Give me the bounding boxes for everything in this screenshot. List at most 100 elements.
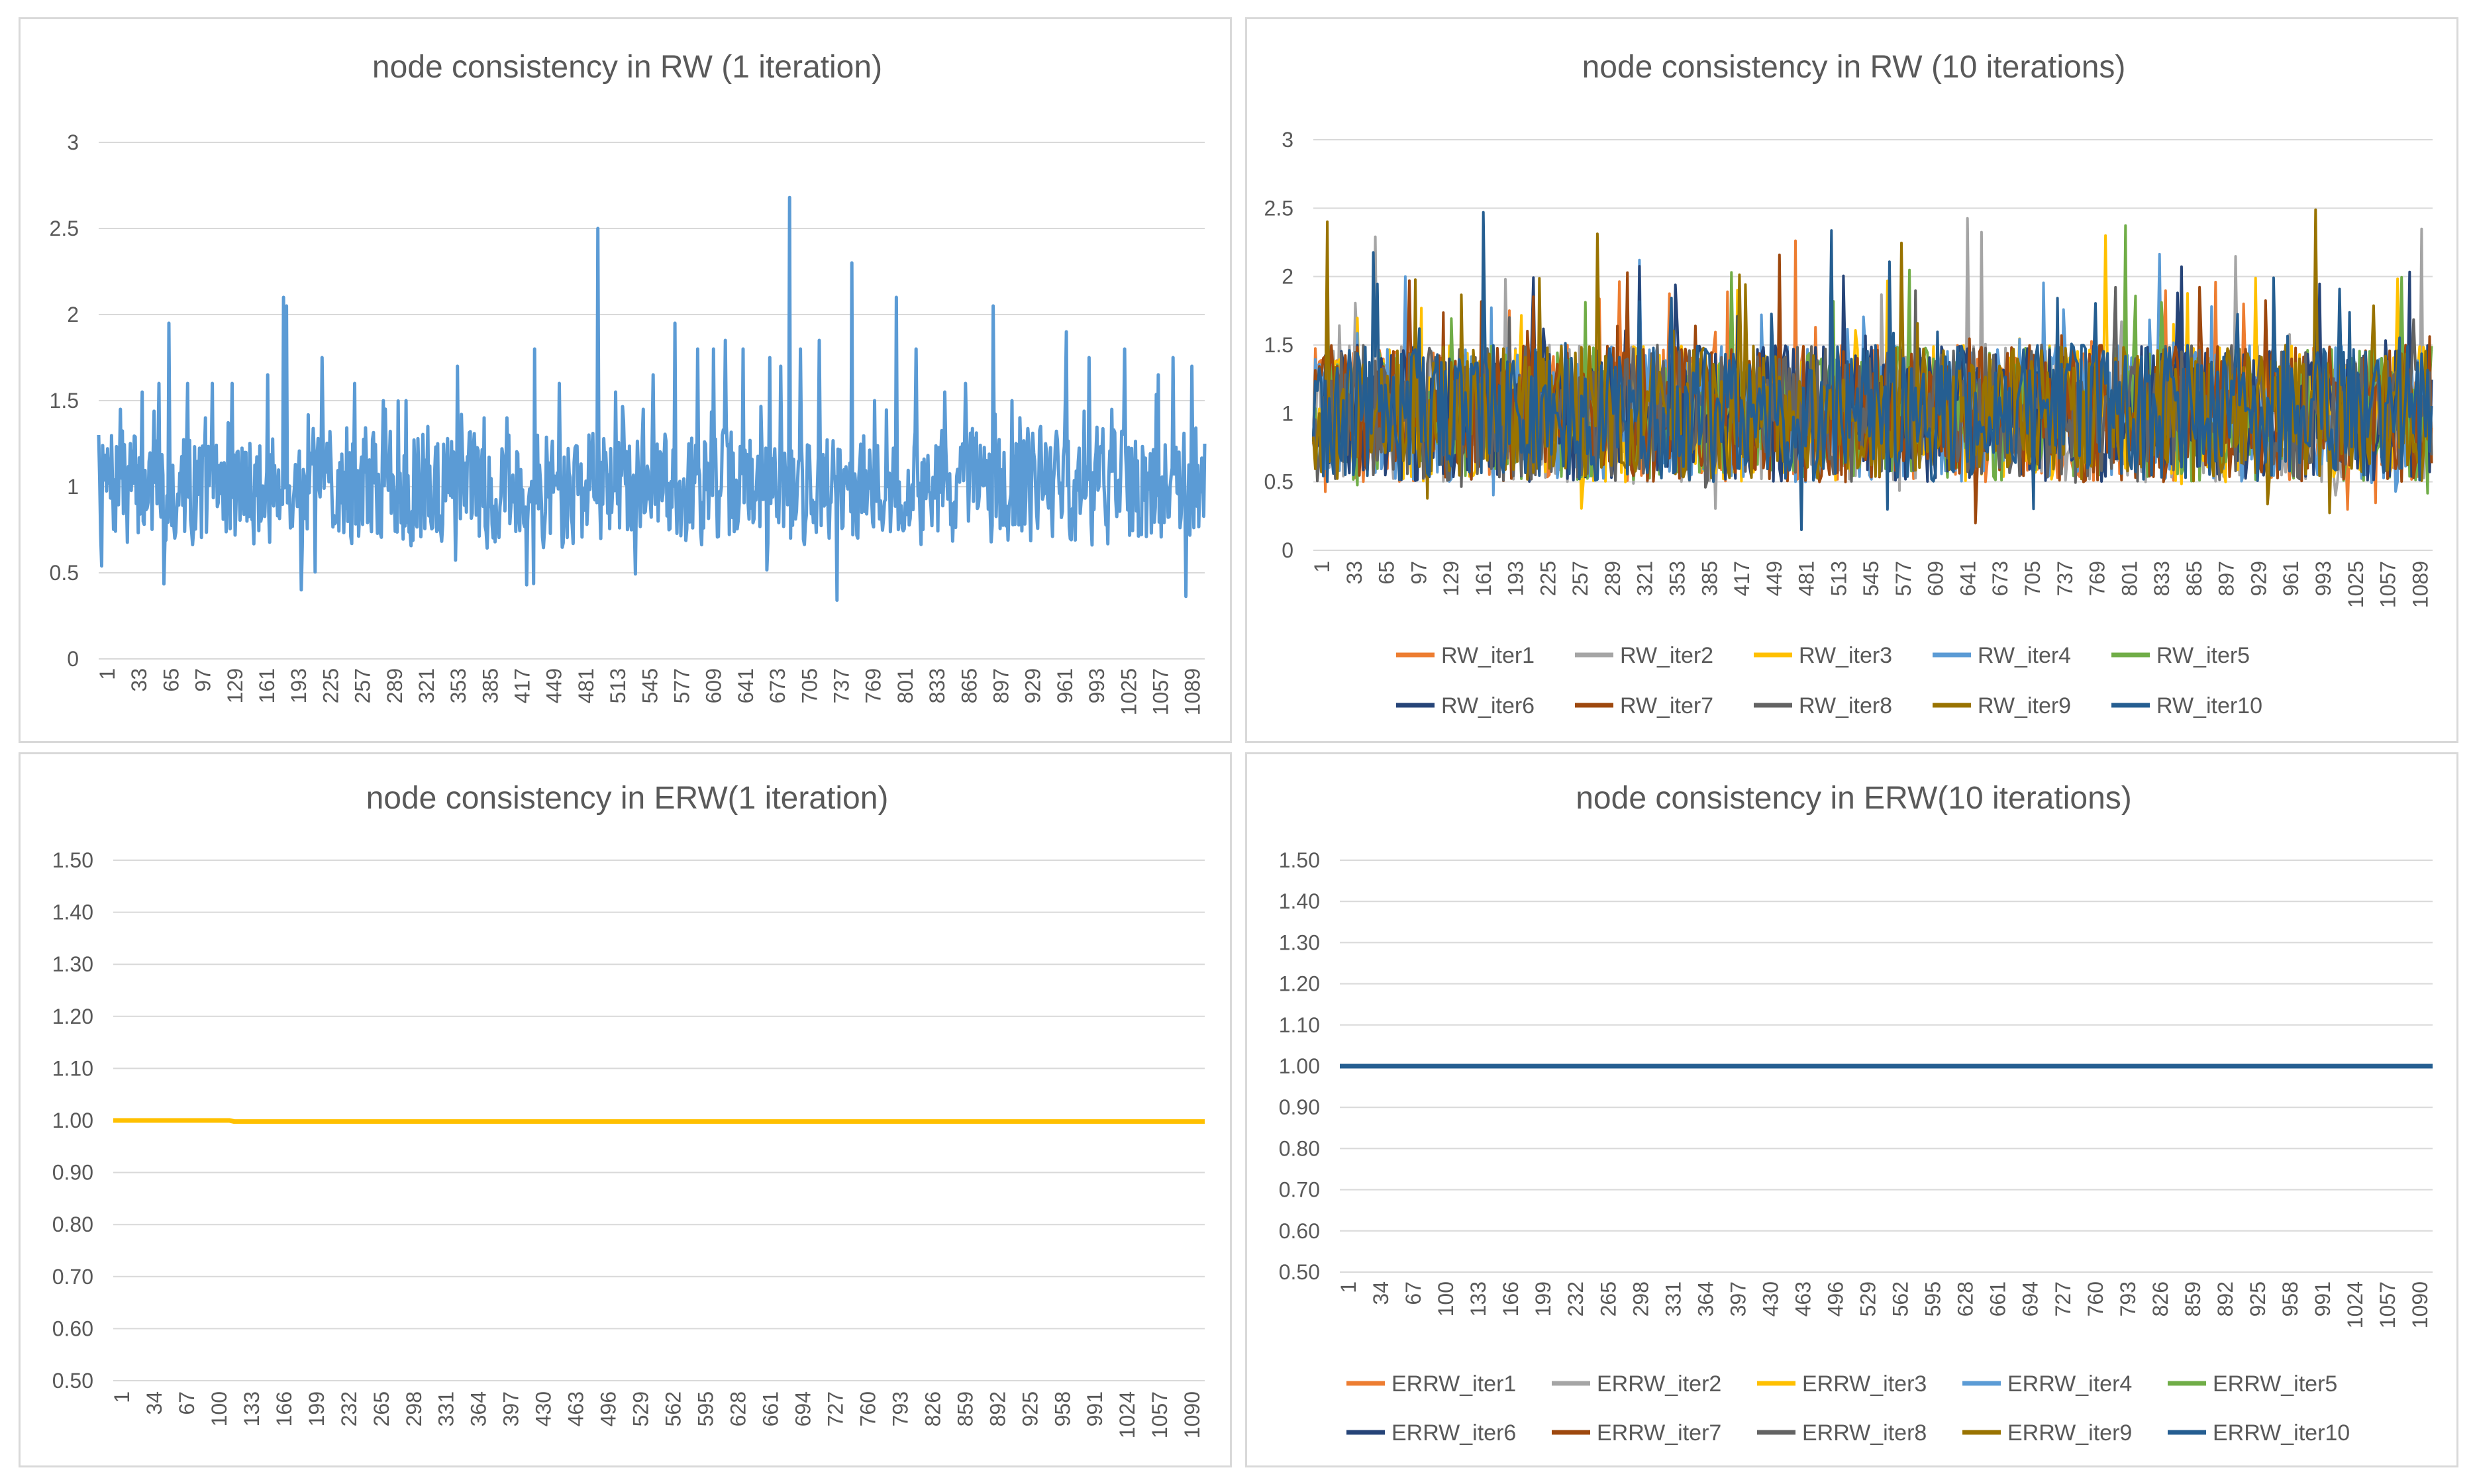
legend-label: RW_iter9 <box>1978 693 2071 718</box>
chart-title: node consistency in ERW(10 iterations) <box>1576 781 2132 816</box>
x-tick-label: 1057 <box>1148 1391 1172 1438</box>
chart-rw-1-iteration: node consistency in RW (1 iteration) 0 0.5… <box>19 17 1232 743</box>
x-tick-label: 481 <box>1795 561 1819 596</box>
x-tick-label: 958 <box>2278 1281 2302 1316</box>
x-tick-label: 641 <box>1956 561 1980 596</box>
x-tick-label: 65 <box>159 668 183 692</box>
x-tick-label: 562 <box>1889 1281 1913 1316</box>
legend-label: ERRW_iter1 <box>1391 1371 1516 1397</box>
x-tick-label: 199 <box>305 1391 328 1426</box>
y-tick-label: 1.00 <box>52 1109 93 1132</box>
x-tick-label: 129 <box>1439 561 1463 596</box>
y-tick-label: 1.5 <box>1264 333 1293 357</box>
x-tick-label: 958 <box>1050 1391 1074 1426</box>
x-tick-label: 925 <box>2246 1281 2270 1316</box>
legend-label: RW_iter1 <box>1441 643 1535 668</box>
x-tick-label: 1 <box>1310 561 1334 573</box>
x-tick-label: 694 <box>791 1391 815 1426</box>
x-tick-label: 353 <box>1666 561 1690 596</box>
y-tick-label: 0.60 <box>1279 1219 1320 1243</box>
x-tick-label: 67 <box>1401 1281 1425 1305</box>
legend-label: RW_iter2 <box>1620 643 1713 668</box>
x-tick-label: 100 <box>207 1391 231 1426</box>
x-tick-label: 321 <box>415 668 438 703</box>
x-tick-label: 1089 <box>1181 668 1205 715</box>
x-tick-label: 364 <box>1693 1281 1717 1316</box>
x-tick-label: 430 <box>1758 1281 1782 1316</box>
x-tick-label: 661 <box>758 1391 782 1426</box>
legend-label: ERRW_iter2 <box>1597 1371 1721 1397</box>
x-tick-label: 595 <box>694 1391 718 1426</box>
x-tick-label: 166 <box>272 1391 296 1426</box>
chart-erw-1-iteration: node consistency in ERW(1 iteration) 0.50… <box>19 752 1232 1467</box>
legend-label: RW_iter8 <box>1799 693 1892 718</box>
legend-label: RW_iter7 <box>1620 693 1713 718</box>
x-tick-label: 1089 <box>2408 561 2432 608</box>
x-tick-label: 769 <box>862 668 885 703</box>
x-tick-label: 161 <box>1472 561 1495 596</box>
x-tick-label: 1025 <box>2344 561 2368 608</box>
x-tick-label: 1024 <box>1115 1391 1139 1438</box>
legend-label: ERRW_iter4 <box>2007 1371 2132 1397</box>
x-tick-label: 595 <box>1921 1281 1945 1316</box>
chart-svg: node consistency in RW (1 iteration) 0 0.5… <box>50 50 1207 715</box>
x-tick-label: 225 <box>1536 561 1560 596</box>
x-tick-label: 430 <box>532 1391 556 1426</box>
x-tick-label: 859 <box>2181 1281 2205 1316</box>
x-tick-label: 769 <box>2086 561 2109 596</box>
x-tick-label: 331 <box>1661 1281 1685 1316</box>
y-tick-label: 2.5 <box>50 217 79 240</box>
x-tick-label: 364 <box>467 1391 491 1426</box>
y-tick-label: 1.40 <box>1279 889 1320 913</box>
legend-label: RW_iter10 <box>2156 693 2262 718</box>
y-tick-label: 0.50 <box>52 1369 93 1393</box>
x-tick-label: 991 <box>2311 1281 2335 1316</box>
x-tick-label: 929 <box>1021 668 1045 703</box>
x-tick-label: 166 <box>1499 1281 1523 1316</box>
x-tick-label: 133 <box>240 1391 264 1426</box>
x-tick-label: 97 <box>1407 561 1431 585</box>
x-tick-label: 397 <box>1726 1281 1750 1316</box>
x-tick-label: 826 <box>921 1391 944 1426</box>
y-tick-label: 1.30 <box>52 952 93 976</box>
x-tick-label: 257 <box>1568 561 1592 596</box>
y-tick-label: 3 <box>67 130 79 154</box>
series-line <box>97 195 1207 602</box>
series-line <box>113 1118 1205 1124</box>
y-tick-label: 0.80 <box>52 1212 93 1236</box>
x-tick-label: 463 <box>1791 1281 1815 1316</box>
y-tick-label: 1.20 <box>1279 972 1320 996</box>
x-tick-label: 1025 <box>1117 668 1140 715</box>
x-tick-label: 737 <box>830 668 854 703</box>
x-tick-label: 225 <box>319 668 342 703</box>
x-tick-label: 641 <box>734 668 758 703</box>
y-tick-label: 0.5 <box>50 561 79 585</box>
x-tick-label: 193 <box>1504 561 1528 596</box>
y-tick-label: 1 <box>1282 401 1293 425</box>
x-tick-label: 793 <box>2116 1281 2140 1316</box>
x-tick-label: 161 <box>255 668 279 703</box>
x-tick-label: 1090 <box>1180 1391 1204 1438</box>
y-tick-label: 1.50 <box>1279 848 1320 872</box>
y-tick-label: 0.60 <box>52 1316 93 1340</box>
y-tick-label: 2.5 <box>1264 196 1293 220</box>
x-tick-label: 100 <box>1434 1281 1458 1316</box>
x-tick-label: 801 <box>893 668 917 703</box>
x-tick-label: 673 <box>1988 561 2012 596</box>
x-tick-label: 133 <box>1466 1281 1490 1316</box>
y-tick-label: 0.70 <box>52 1265 93 1289</box>
x-tick-label: 33 <box>1342 561 1366 585</box>
y-tick-label: 1.30 <box>1279 930 1320 954</box>
legend-label: RW_iter6 <box>1441 693 1535 718</box>
x-tick-label: 897 <box>989 668 1013 703</box>
legend-label: RW_iter4 <box>1978 643 2071 668</box>
x-tick-label: 298 <box>1629 1281 1652 1316</box>
x-tick-label: 417 <box>511 668 534 703</box>
x-tick-label: 1 <box>1337 1281 1360 1293</box>
x-tick-label: 760 <box>856 1391 880 1426</box>
chart-svg: node consistency in ERW(1 iteration) 0.50… <box>52 781 1205 1438</box>
x-tick-label: 661 <box>1986 1281 2010 1316</box>
x-tick-label: 993 <box>1085 668 1109 703</box>
x-tick-label: 496 <box>1824 1281 1848 1316</box>
x-tick-label: 577 <box>670 668 694 703</box>
